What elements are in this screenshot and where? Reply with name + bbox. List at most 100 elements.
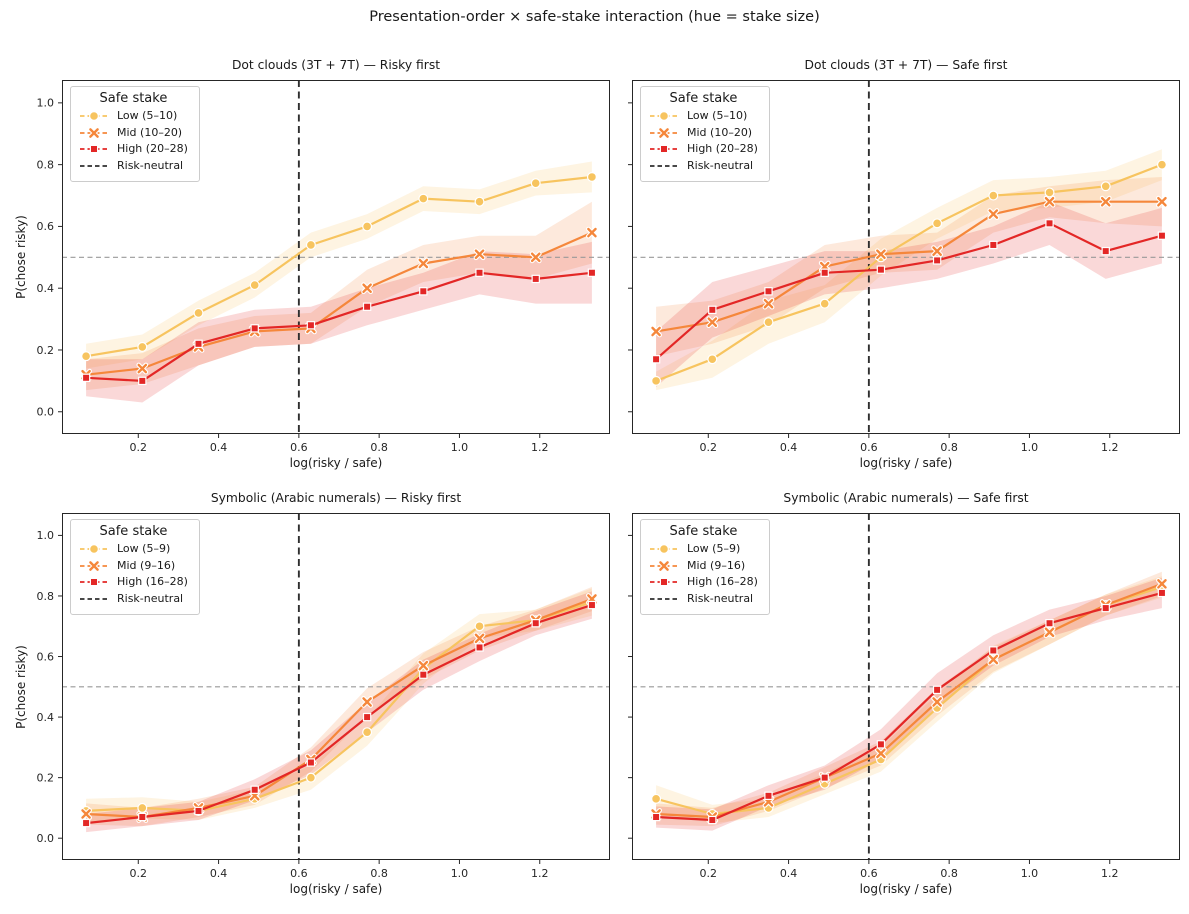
data-point-circle [707,354,718,365]
x-tick-label: 0.2 [700,441,718,454]
legend-entry: Low (5–10) [79,108,188,125]
legend-box: Safe stake Low (5–9) Mid (9–16) High (16–2… [70,519,200,615]
data-point-square [138,376,147,386]
data-point-square [764,287,773,296]
legend-line-sample [80,111,108,122]
data-point-x [474,633,485,644]
legend-line-sample [650,578,678,587]
data-point-circle [305,239,316,250]
figure-title: Presentation-order × safe-stake interact… [369,9,820,25]
subplot-dot-clouds-risky-first: Dot clouds (3T + 7T) — Risky first 0.2 0.… [37,58,610,470]
data-point-circle [659,111,670,122]
legend-line-sample [80,126,108,139]
confidence-band-high [656,577,1162,831]
axes-frame [632,513,1180,860]
data-point-circle [249,280,260,291]
data-point-circle [474,621,485,632]
legend-entry-label: Mid (10–20) [117,125,183,139]
legend-entry: Mid (10–20) [649,125,758,142]
data-point-square [250,785,259,794]
data-point-circle [819,298,830,309]
data-point-square [194,339,203,349]
series-line-mid [655,200,1163,333]
x-tick-label: 1.0 [1021,441,1039,454]
data-point-circle [305,772,316,783]
legend-entry: Low (5–9) [79,541,188,558]
data-point-circle [988,190,999,201]
x-axis-label: log(risky / safe) [859,456,953,470]
legend-entry: Mid (10–20) [79,125,188,142]
data-point-square [708,815,717,825]
data-point-x [932,697,942,707]
series-markers-high [81,268,597,386]
series-markers-mid [650,195,1168,338]
x-tick-label: 0.4 [210,867,228,880]
data-point-square [1101,246,1110,256]
data-point-square [932,256,942,265]
legend-title: Safe stake [99,524,168,539]
series-line-low [655,163,1163,382]
x-tick-label: 1.2 [531,441,549,454]
confidence-band-low [656,149,1162,391]
data-point-square [820,268,829,277]
data-point-square [419,287,428,296]
data-point-x [707,317,718,327]
plot-canvas: 0.2 0.4 0.6 0.8 1.0 1.2 0.0 0.2 0.4 0.6 0.8 1.0 [37,80,610,454]
legend-entry: High (16–28) [649,574,758,591]
data-point-x [1044,627,1055,638]
subplot-dot-clouds-safe-first: Dot clouds (3T + 7T) — Safe first 0.2 0.4… [628,58,1180,470]
legend-entry-label: Low (5–10) [687,109,748,122]
data-point-square [89,145,99,154]
legend-line-sample [80,544,108,555]
legend-entry-label: Mid (9–16) [687,558,746,572]
legend-entry: Low (5–10) [649,108,758,125]
data-point-x [988,654,999,665]
x-tick-label: 0.4 [780,867,798,880]
legend-entry: High (16–28) [79,574,188,591]
x-tick-label: 0.6 [860,441,878,454]
data-point-circle [932,218,943,229]
series-line-high [85,271,593,382]
data-point-x [876,748,886,759]
data-point-circle [651,375,662,386]
data-point-square [708,305,717,315]
x-tick-label: 0.6 [860,867,878,880]
y-tick-label: 0.4 [37,282,55,295]
data-point-circle [659,544,670,555]
x-tick-label: 0.4 [210,441,228,454]
legend-entry-label: Mid (10–20) [687,125,753,139]
series-line-low [85,175,593,358]
y-tick-label: 0.0 [37,406,55,419]
subplot-symbolic-safe-first: Symbolic (Arabic numerals) — Safe first … [628,491,1180,896]
data-point-square [306,758,316,767]
data-point-square [362,712,372,722]
x-axis-label: log(risky / safe) [859,882,953,896]
data-point-x [988,209,999,219]
data-point-x [530,252,541,263]
legend-entry-label: Risk-neutral [687,591,754,605]
x-tick-label: 1.2 [1101,867,1119,880]
data-point-square [764,791,773,801]
confidence-band-low [86,161,592,369]
legend-entry-label: Risk-neutral [117,158,184,172]
data-point-square [876,740,886,749]
y-tick-label: 0.2 [37,344,55,357]
data-point-square [659,578,669,587]
legend-dashed-line-sample [650,164,678,167]
data-point-circle [763,317,774,328]
data-point-square [81,818,91,828]
series-line-mid [85,231,593,376]
data-point-square [81,373,91,382]
series-markers-high [651,219,1167,364]
data-point-x [1100,196,1111,207]
legend-entry-label: High (16–28) [687,575,758,588]
y-tick-label: 0.2 [37,771,55,784]
data-point-square [306,321,316,330]
data-point-x [89,560,99,571]
subplot-symbolic-risky-first: Symbolic (Arabic numerals) — Risky first… [37,491,610,896]
data-point-x [89,127,99,138]
data-point-square [362,302,372,311]
y-axis-label-top: P(chose risky) [14,215,28,299]
data-point-x [362,697,372,707]
